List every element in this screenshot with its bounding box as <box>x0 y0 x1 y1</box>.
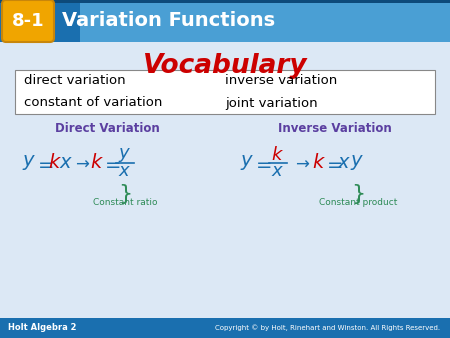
Text: Constant ratio: Constant ratio <box>93 198 157 207</box>
Text: $\mathit{y}$: $\mathit{y}$ <box>240 153 254 172</box>
Text: $=$: $=$ <box>101 153 121 172</box>
Text: inverse variation: inverse variation <box>225 74 337 88</box>
FancyBboxPatch shape <box>0 0 450 42</box>
Text: $\mathit{x}$: $\mathit{x}$ <box>59 153 73 172</box>
Text: $\mathit{x}$: $\mathit{x}$ <box>271 162 285 180</box>
Text: $\rightarrow$: $\rightarrow$ <box>72 154 90 172</box>
Text: Inverse Variation: Inverse Variation <box>278 121 392 135</box>
Text: $=$: $=$ <box>252 153 272 172</box>
Text: Holt Algebra 2: Holt Algebra 2 <box>8 323 76 333</box>
Text: $=$: $=$ <box>34 153 54 172</box>
Text: Constant product: Constant product <box>319 198 397 207</box>
Text: $\mathit{x}$: $\mathit{x}$ <box>118 162 132 180</box>
Text: joint variation: joint variation <box>225 97 318 110</box>
Text: direct variation: direct variation <box>24 74 126 88</box>
Text: $\mathit{k}$: $\mathit{k}$ <box>90 153 104 172</box>
Text: $\mathit{k}$: $\mathit{k}$ <box>312 153 326 172</box>
Text: $\mathit{y}$: $\mathit{y}$ <box>118 146 132 164</box>
FancyBboxPatch shape <box>2 0 54 42</box>
FancyBboxPatch shape <box>0 318 450 338</box>
FancyBboxPatch shape <box>0 0 80 42</box>
Text: Direct Variation: Direct Variation <box>54 121 159 135</box>
Text: $\mathit{x}$: $\mathit{x}$ <box>337 153 351 172</box>
Text: $=$: $=$ <box>323 153 343 172</box>
Text: constant of variation: constant of variation <box>24 97 162 110</box>
FancyBboxPatch shape <box>0 0 450 3</box>
FancyBboxPatch shape <box>15 70 435 114</box>
Text: Copyright © by Holt, Rinehart and Winston. All Rights Reserved.: Copyright © by Holt, Rinehart and Winsto… <box>215 325 440 331</box>
Text: $\}$: $\}$ <box>351 182 364 206</box>
Text: $\mathit{k}$: $\mathit{k}$ <box>271 146 284 164</box>
Text: $\mathit{k}$: $\mathit{k}$ <box>48 153 62 172</box>
Text: $\}$: $\}$ <box>118 182 132 206</box>
Text: 8-1: 8-1 <box>12 12 44 30</box>
Text: $\rightarrow$: $\rightarrow$ <box>292 154 310 172</box>
Text: Vocabulary: Vocabulary <box>143 53 307 79</box>
Text: Variation Functions: Variation Functions <box>62 11 275 30</box>
Text: $\mathit{y}$: $\mathit{y}$ <box>22 153 36 172</box>
Text: $\mathit{y}$: $\mathit{y}$ <box>350 153 364 172</box>
